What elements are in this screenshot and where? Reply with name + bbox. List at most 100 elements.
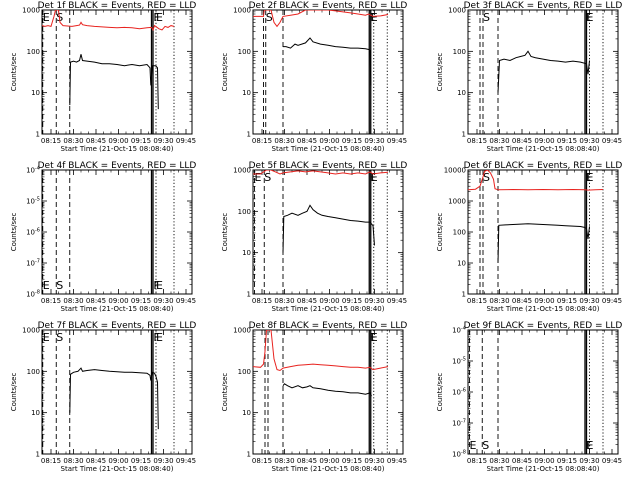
marker-label: S [264, 171, 271, 184]
lld-series-line [253, 170, 389, 175]
x-tick-label: 09:15 [557, 457, 577, 465]
x-tick-label: 09:00 [108, 137, 128, 145]
x-tick-label: 08:45 [86, 457, 106, 465]
x-tick-label: 08:30 [489, 457, 509, 465]
y-tick-label: 10-4 [26, 166, 40, 175]
y-axis-label: Counts/sec [10, 373, 18, 412]
panel-title: Det 7f BLACK = Events, RED = LLD [38, 321, 197, 331]
x-tick-label: 08:45 [297, 297, 317, 305]
y-tick-label: 1 [36, 131, 40, 139]
y-tick-label: 1000 [22, 327, 40, 335]
marker-label: E [43, 279, 50, 292]
y-tick-label: 100 [27, 48, 40, 56]
x-tick-label: 08:45 [86, 297, 106, 305]
x-tick-label: 08:15 [41, 137, 61, 145]
x-tick-label: 09:30 [364, 297, 384, 305]
x-axis-label: Start Time (21-Oct-15 08:08:40) [61, 305, 174, 313]
y-tick-label: 1000 [448, 198, 466, 206]
x-tick-label: 09:15 [342, 457, 362, 465]
y-tick-label: 10 [242, 89, 251, 97]
x-tick-label: 08:30 [63, 457, 83, 465]
y-tick-label: 1 [462, 291, 466, 299]
y-tick-label: 1 [247, 291, 251, 299]
x-tick-label: 09:30 [153, 457, 173, 465]
x-tick-label: 08:45 [86, 137, 106, 145]
plot-frame [252, 9, 404, 135]
y-tick-label: 10 [242, 249, 251, 257]
marker-label: E [43, 11, 50, 24]
x-tick-label: 09:00 [319, 297, 339, 305]
y-tick-label: 10-6 [26, 228, 40, 237]
x-tick-label: 09:00 [534, 137, 554, 145]
x-tick-label: 08:15 [252, 457, 272, 465]
x-axis-label: Start Time (21-Oct-15 08:08:40) [272, 145, 385, 153]
y-tick-label: 10-5 [452, 357, 466, 366]
marker-label: S [266, 11, 273, 24]
x-tick-label: 09:45 [176, 297, 196, 305]
marker-label: F [153, 11, 159, 24]
x-axis-label: Start Time (21-Oct-15 08:08:40) [487, 305, 600, 313]
x-tick-label: 09:15 [557, 137, 577, 145]
panel-title: Det 4f BLACK = Events, RED = LLD [38, 161, 197, 171]
x-axis-label: Start Time (21-Oct-15 08:08:40) [272, 465, 385, 473]
y-tick-label: 1000 [233, 327, 251, 335]
y-tick-label: 100 [453, 229, 466, 237]
y-tick-label: 1 [247, 451, 251, 459]
x-tick-label: 08:30 [63, 297, 83, 305]
marker-label: S [483, 11, 490, 24]
lld-series-line [42, 10, 175, 32]
x-tick-label: 08:15 [467, 297, 487, 305]
marker-label: F [585, 171, 591, 184]
events-series-line [282, 383, 372, 397]
x-tick-label: 08:30 [274, 297, 294, 305]
x-tick-label: 08:30 [274, 457, 294, 465]
marker-label: E [255, 171, 262, 184]
y-tick-label: 10 [31, 409, 40, 417]
detector-panel-2: Det 2f BLACK = Events, RED = LLD 1 10 100 10… [221, 1, 407, 153]
x-tick-label: 08:45 [512, 457, 532, 465]
x-tick-label: 09:15 [342, 137, 362, 145]
marker-label: F [370, 331, 376, 344]
x-axis-label: Start Time (21-Oct-15 08:08:40) [272, 305, 385, 313]
y-tick-label: 100 [238, 208, 251, 216]
x-tick-label: 09:30 [364, 457, 384, 465]
events-series-line [69, 367, 159, 430]
x-tick-label: 08:45 [297, 457, 317, 465]
panel-title: Det 1f BLACK = Events, RED = LLD [38, 1, 197, 11]
x-tick-label: 08:45 [512, 137, 532, 145]
marker-label: E [587, 171, 594, 184]
marker-label: E [587, 439, 594, 452]
marker-label: S [483, 171, 490, 184]
x-tick-label: 09:30 [153, 297, 173, 305]
y-tick-label: 1000 [448, 7, 466, 15]
marker-label: E [587, 11, 594, 24]
panel-title: Det 9f BLACK = Events, RED = LLD [464, 321, 623, 331]
events-series-line [497, 50, 590, 93]
x-axis-label: Start Time (21-Oct-15 08:08:40) [487, 145, 600, 153]
x-tick-label: 08:30 [274, 137, 294, 145]
marker-label: F [370, 171, 376, 184]
x-tick-label: 08:15 [252, 137, 272, 145]
x-tick-label: 08:30 [63, 137, 83, 145]
x-tick-label: 08:30 [489, 137, 509, 145]
lld-series-line [468, 170, 604, 191]
y-tick-label: 10 [457, 260, 466, 268]
marker-label: S [56, 279, 63, 292]
y-tick-label: 100 [453, 48, 466, 56]
x-tick-label: 09:15 [557, 297, 577, 305]
x-tick-label: 09:45 [602, 457, 622, 465]
x-tick-label: 09:30 [579, 457, 599, 465]
events-series-line [282, 204, 375, 253]
x-tick-label: 08:15 [467, 137, 487, 145]
y-tick-label: 10-8 [452, 450, 466, 459]
plot-frame [467, 169, 619, 295]
detector-panel-9: Det 9f BLACK = Events, RED = LLD 10-8 10-7… [436, 321, 622, 473]
x-tick-label: 09:30 [364, 137, 384, 145]
panel-title: Det 5f BLACK = Events, RED = LLD [249, 161, 408, 171]
y-axis-label: Counts/sec [10, 213, 18, 252]
y-axis-label: Counts/sec [221, 213, 229, 252]
y-tick-label: 10-6 [452, 388, 466, 397]
panel-title: Det 8f BLACK = Events, RED = LLD [249, 321, 408, 331]
x-tick-label: 09:45 [602, 137, 622, 145]
